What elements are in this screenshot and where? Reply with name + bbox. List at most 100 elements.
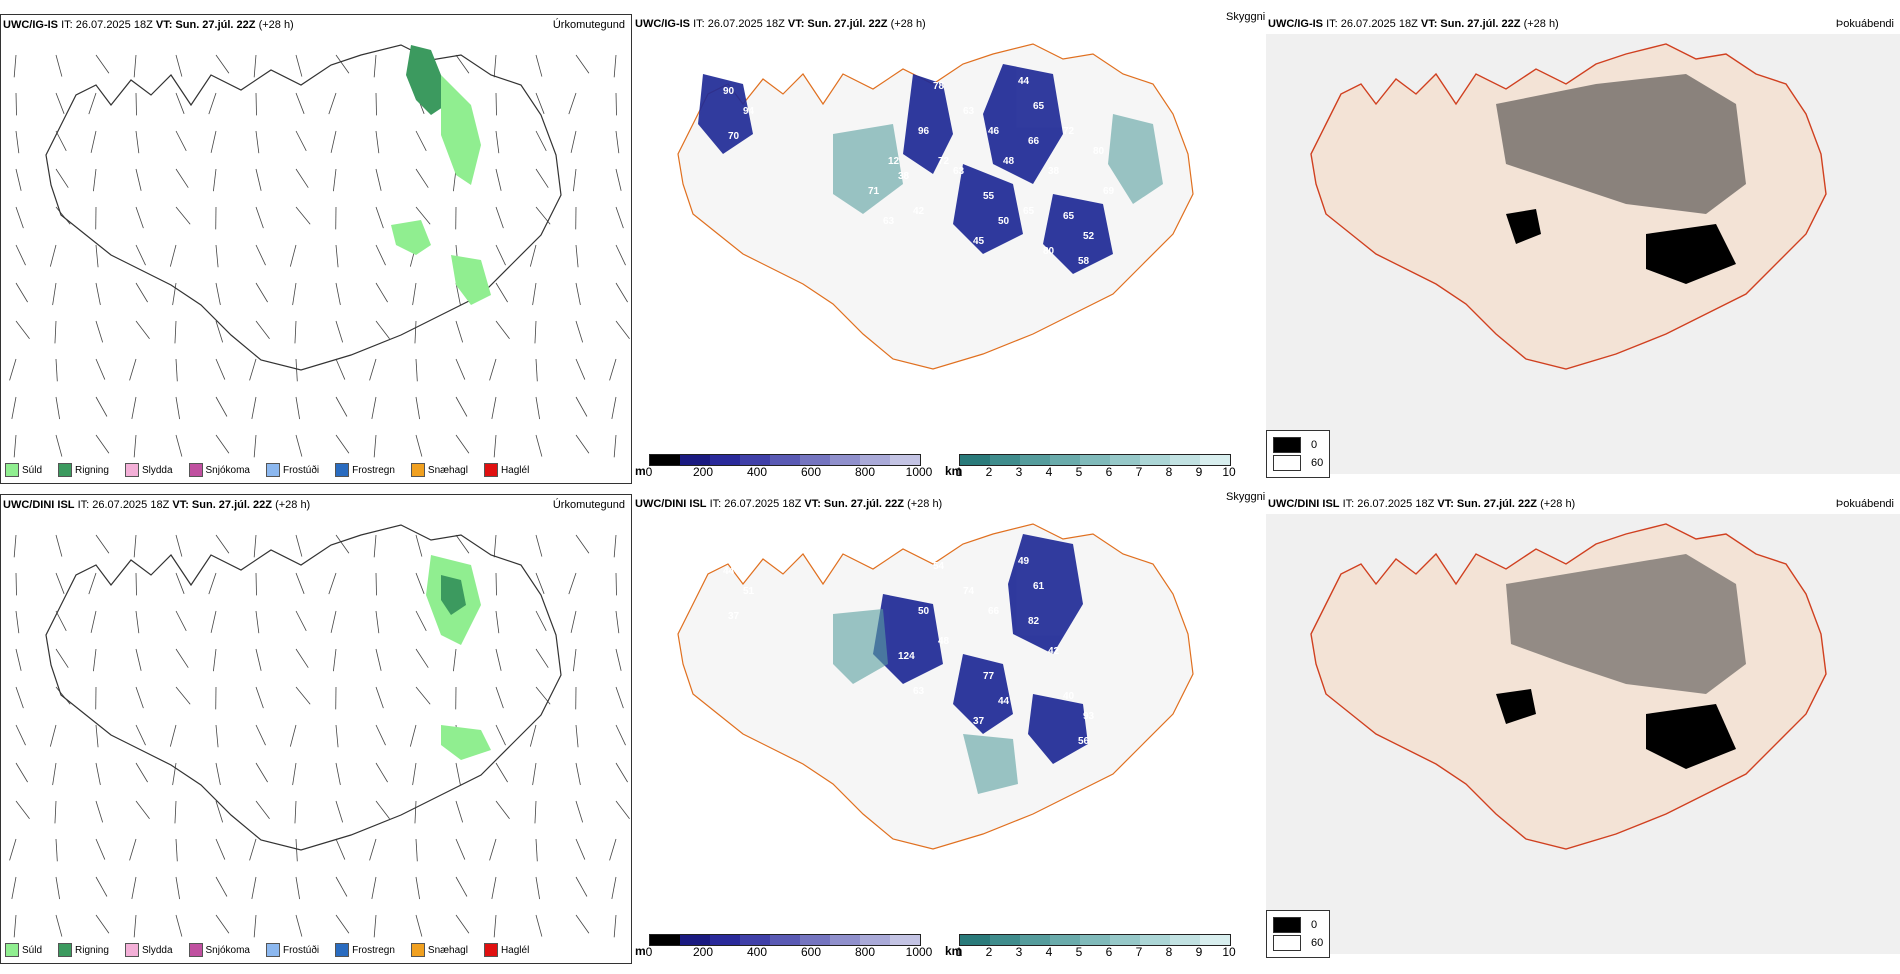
colorbar-tick-label: 0: [645, 945, 653, 959]
wind-barb: [55, 572, 65, 594]
wind-barb: [529, 244, 537, 267]
cloud-base-value-label: 44: [998, 696, 1010, 707]
fog-legend-label: 0: [1311, 919, 1318, 931]
cloud-base-value-label: 44: [723, 566, 735, 577]
wind-barb: [15, 648, 22, 671]
wind-barb: [92, 648, 97, 672]
wind-barb: [375, 130, 380, 154]
wind-barb: [175, 168, 189, 188]
wind-barb: [253, 914, 257, 938]
wind-barb: [375, 648, 382, 671]
fog-legend-swatch: [1273, 455, 1301, 471]
legend-item: Snæhagl: [410, 943, 468, 957]
wind-barb: [55, 206, 71, 225]
colorbar-swatch: [860, 935, 890, 945]
cloud-base-value-label: 38: [898, 171, 910, 182]
wind-barb: [169, 724, 177, 747]
cloud-base-value-label: 78: [933, 81, 945, 92]
fog-legend-swatch: [1273, 935, 1301, 951]
cloud-base-value-label: 90: [723, 86, 735, 97]
legend-label: Snjókoma: [205, 464, 250, 476]
wind-barb: [455, 800, 464, 823]
wind-barb: [95, 534, 110, 554]
legend-label: Frostúði: [282, 464, 320, 476]
forecast-row-2: UWC/DINI ISL IT: 26.07.2025 18Z VT: Sun.…: [0, 491, 1900, 974]
wind-barb: [613, 534, 617, 558]
wind-barb: [175, 610, 187, 632]
fog-legend-label: 60: [1311, 457, 1324, 469]
colorbar-tick-label: 7: [1135, 465, 1143, 479]
fog-title: Þokuábendi: [1835, 18, 1894, 30]
wind-barb: [215, 244, 219, 268]
colorbar-tick-label: 7: [1135, 945, 1143, 959]
wind-barb: [55, 876, 61, 900]
cloud-base-value-label: 80: [1093, 146, 1105, 157]
wind-barb: [369, 358, 377, 381]
cloud-base-value-label: 72: [938, 156, 950, 167]
wind-barb: [335, 914, 350, 934]
wind-barb: [335, 838, 346, 860]
cloud-base-map: 90 94 70 78 96 72 44 65 66 38 55 50 45 65 52 58 38 42 63 46…: [677, 43, 1194, 370]
cloud-base-panel: UWC/IG-IS IT: 26.07.2025 18Z VT: Sun. 27…: [633, 14, 1265, 484]
wind-barb: [175, 686, 191, 705]
wind-barb: [15, 320, 30, 340]
wind-barb: [491, 876, 497, 900]
wind-barb: [495, 762, 508, 783]
wind-barb: [615, 762, 628, 783]
wind-barb: [255, 244, 266, 266]
colorbar-m-ticks: 0 200 400 600 800 1000: [645, 945, 959, 959]
cloud-base-value-label: 45: [973, 236, 985, 247]
wind-barb: [52, 282, 57, 306]
wind-barb: [55, 358, 58, 382]
wind-barb: [495, 610, 500, 634]
wind-barb: [615, 724, 626, 746]
wind-barb: [55, 434, 63, 457]
wind-barb: [52, 762, 57, 786]
wind-barb: [15, 800, 30, 820]
wind-barb: [415, 876, 421, 900]
colorbar-swatch: [1170, 455, 1200, 465]
panel-header: UWC/IG-IS IT: 26.07.2025 18Z VT: Sun. 27…: [3, 19, 294, 31]
cloud-base-value-label: 52: [1083, 231, 1095, 242]
wind-barb: [95, 762, 101, 786]
cloud-base-value-label: 65: [1063, 211, 1075, 222]
fog-legend-item: 60: [1273, 455, 1323, 471]
wind-barb: [295, 54, 303, 77]
wind-barb: [295, 168, 309, 188]
colorbar-tick-label: 2: [985, 945, 993, 959]
wind-barb: [455, 534, 470, 554]
wind-barb: [375, 724, 386, 746]
legend-label: Snjókoma: [205, 944, 250, 956]
wind-barb: [412, 762, 417, 786]
wind-barb: [328, 572, 337, 595]
wind-barb: [15, 686, 24, 709]
wind-barb: [295, 572, 305, 594]
wind-barb: [175, 130, 187, 152]
cloud-base-value-label: 44: [1018, 76, 1030, 87]
wind-barb: [295, 876, 301, 900]
legend-item: Snjókoma: [188, 463, 250, 477]
wind-barb: [135, 168, 142, 191]
cloud-title: Skyggni: [1226, 491, 1266, 503]
wind-barb: [375, 762, 388, 783]
cloud-base-value-label: 65: [1033, 101, 1045, 112]
wind-barb: [295, 914, 303, 937]
fog-index-map: [1266, 34, 1900, 474]
wind-barb: [129, 838, 137, 861]
fog-legend-label: 0: [1311, 439, 1318, 451]
wind-barb: [295, 534, 303, 557]
cloud-base-value-label: 66: [988, 606, 1000, 617]
wind-barb: [175, 914, 183, 937]
wind-barb: [535, 358, 538, 382]
colorbar-swatch: [960, 455, 990, 465]
wind-barb: [535, 534, 543, 557]
legend-swatch: [5, 463, 19, 477]
wind-barb: [535, 610, 547, 632]
fog-legend-swatch: [1273, 917, 1301, 933]
cloud-base-value-label: 66: [1028, 136, 1040, 147]
wind-barb: [609, 358, 617, 381]
wind-barb: [529, 724, 537, 747]
wind-barb: [215, 396, 228, 417]
colorbar-tick-label: 3: [1015, 945, 1023, 959]
wind-barb: [255, 724, 266, 746]
